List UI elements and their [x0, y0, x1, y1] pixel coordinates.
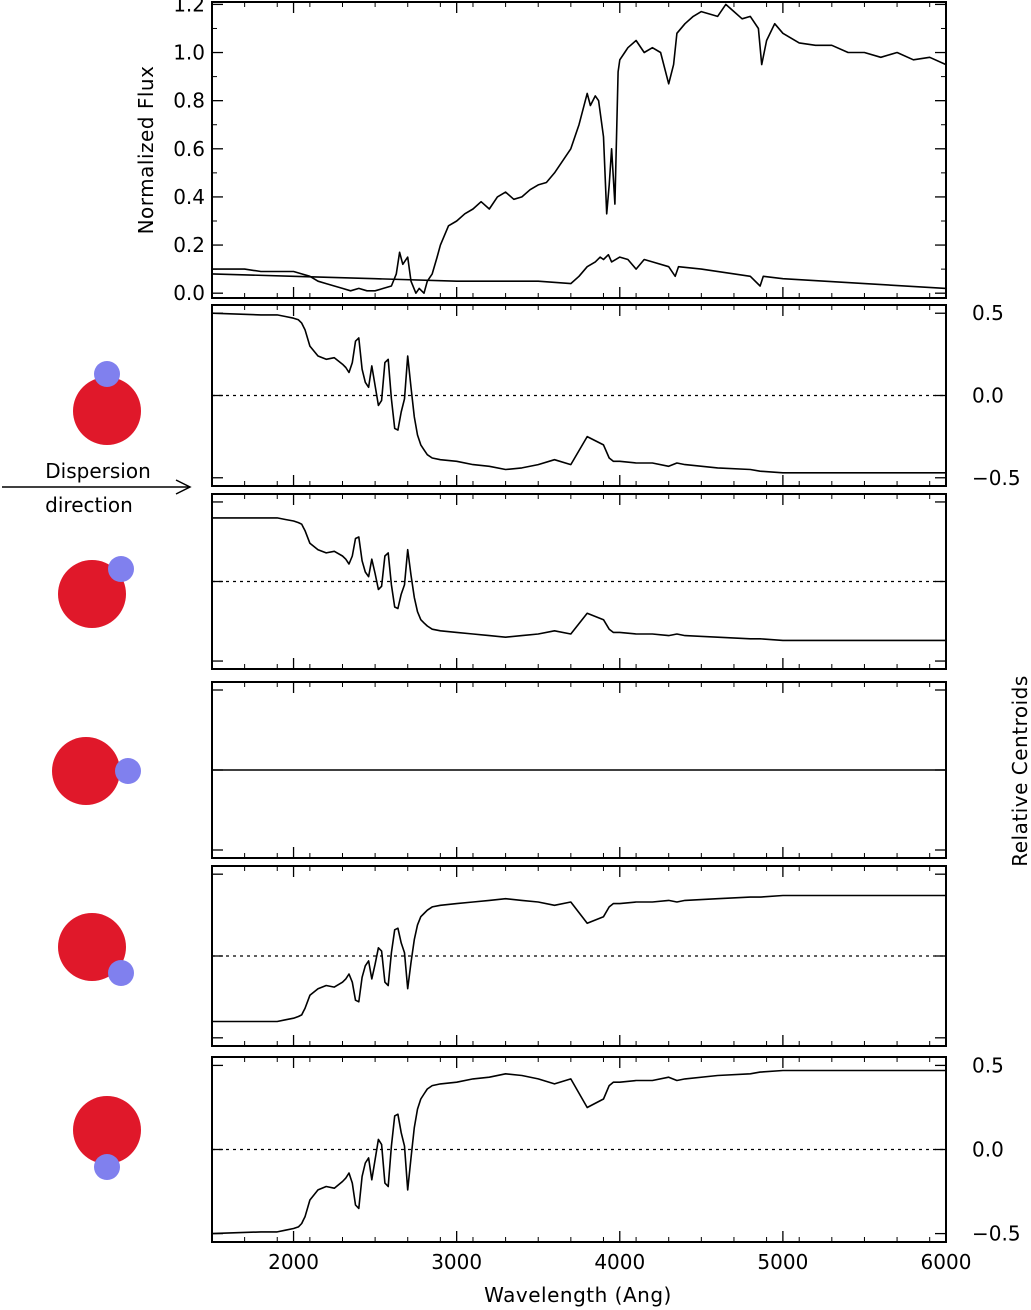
x-tick-label: 5000 [757, 1250, 808, 1274]
x-tick-label: 2000 [268, 1250, 319, 1274]
right-y-tick-label: 0.0 [972, 384, 1004, 408]
panel-5 [211, 865, 947, 1047]
arrowhead-icon [175, 479, 192, 495]
direction-label: direction [45, 493, 133, 517]
primary-star-icon [58, 560, 126, 628]
y-tick-label: 0.2 [173, 233, 205, 257]
dispersion-annotation: Dispersion direction [2, 459, 192, 517]
right-y-axis-title: Relative Centroids [1008, 675, 1031, 867]
panel-frame [211, 1, 947, 299]
y-tick-label: 1.0 [173, 41, 205, 65]
star-diagram-5 [73, 1096, 141, 1180]
dispersion-label: Dispersion [45, 459, 151, 483]
y-tick-label: 0.8 [173, 89, 205, 113]
companion-star-icon [115, 758, 141, 784]
y-tick-label: 1.2 [173, 0, 205, 16]
panel-3 [211, 493, 947, 670]
primary-star-icon [52, 737, 120, 805]
panel-4 [211, 681, 947, 859]
panel-1: 0.0 0.2 0.4 0.6 0.8 1.0 1.2 [173, 0, 947, 305]
x-tick-label: 6000 [921, 1250, 972, 1274]
x-tick-label: 3000 [431, 1250, 482, 1274]
centroid-series [211, 312, 946, 474]
flux-series-1 [212, 3, 947, 295]
centroid-series [211, 1069, 946, 1235]
primary-star-icon [58, 913, 126, 981]
right-y-tick-label: 0.5 [972, 1053, 1004, 1077]
right-y-tick-label: −0.5 [972, 466, 1021, 490]
x-axis-title: Wavelength (Ang) [484, 1283, 672, 1307]
y-tick-label: 0.0 [173, 281, 205, 305]
companion-star-icon [108, 556, 134, 582]
panel-2: 0.5 0.0 −0.5 [211, 301, 1021, 490]
star-diagram-1 [73, 361, 141, 445]
flux-series-2 [211, 253, 947, 290]
companion-star-icon [94, 361, 120, 387]
star-diagram-4 [58, 913, 134, 986]
x-tick-label: 4000 [594, 1250, 645, 1274]
companion-star-icon [108, 960, 134, 986]
right-y-tick-label: −0.5 [972, 1222, 1021, 1246]
centroid-series [212, 517, 946, 642]
y-tick-label: 0.6 [173, 137, 205, 161]
companion-star-icon [94, 1154, 120, 1180]
star-diagram-2 [58, 556, 134, 628]
right-y-tick-label: 0.0 [972, 1138, 1004, 1162]
y-tick-label: 0.4 [173, 185, 205, 209]
primary-star-icon [73, 1096, 141, 1164]
flux-y-axis-title: Normalized Flux [134, 66, 158, 235]
panels: 0.0 0.2 0.4 0.6 0.8 1.0 1.2 0.5 0.0 −0.5 0.5 0.0 −0.… [173, 0, 1020, 1274]
star-diagram-3 [52, 737, 141, 805]
primary-star-icon [73, 377, 141, 445]
centroid-series [212, 894, 946, 1023]
panel-6: 0.5 0.0 −0.5 2000 3000 4000 5000 6000 [211, 1053, 1021, 1274]
right-y-tick-label: 0.5 [972, 301, 1004, 325]
